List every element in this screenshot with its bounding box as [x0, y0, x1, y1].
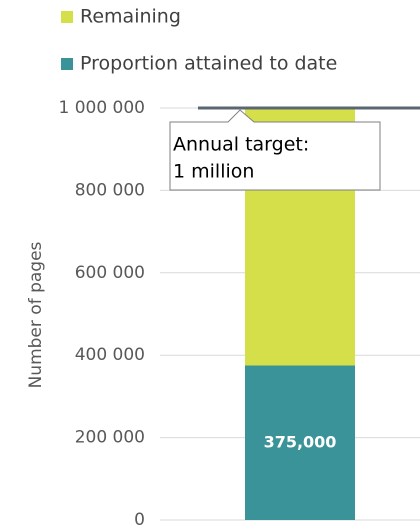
legend-swatch	[61, 11, 73, 23]
bar-segment	[245, 365, 355, 520]
y-tick-label: 600 000	[75, 263, 145, 283]
y-tick-label: 1 000 000	[58, 98, 145, 118]
y-tick-label: 800 000	[75, 180, 145, 200]
annotation-text: 1 million	[173, 161, 254, 183]
y-axis-title: Number of pages	[26, 241, 46, 388]
y-tick-label: 0	[134, 510, 145, 530]
legend-label: Remaining	[80, 6, 181, 28]
annotation-text: Annual target:	[173, 134, 309, 156]
y-tick-label: 400 000	[75, 345, 145, 365]
y-tick-label: 200 000	[75, 428, 145, 448]
legend-swatch	[61, 58, 73, 70]
annotation-callout	[169, 109, 381, 191]
data-label: 375,000	[264, 432, 337, 451]
legend-label: Proportion attained to date	[80, 53, 337, 75]
